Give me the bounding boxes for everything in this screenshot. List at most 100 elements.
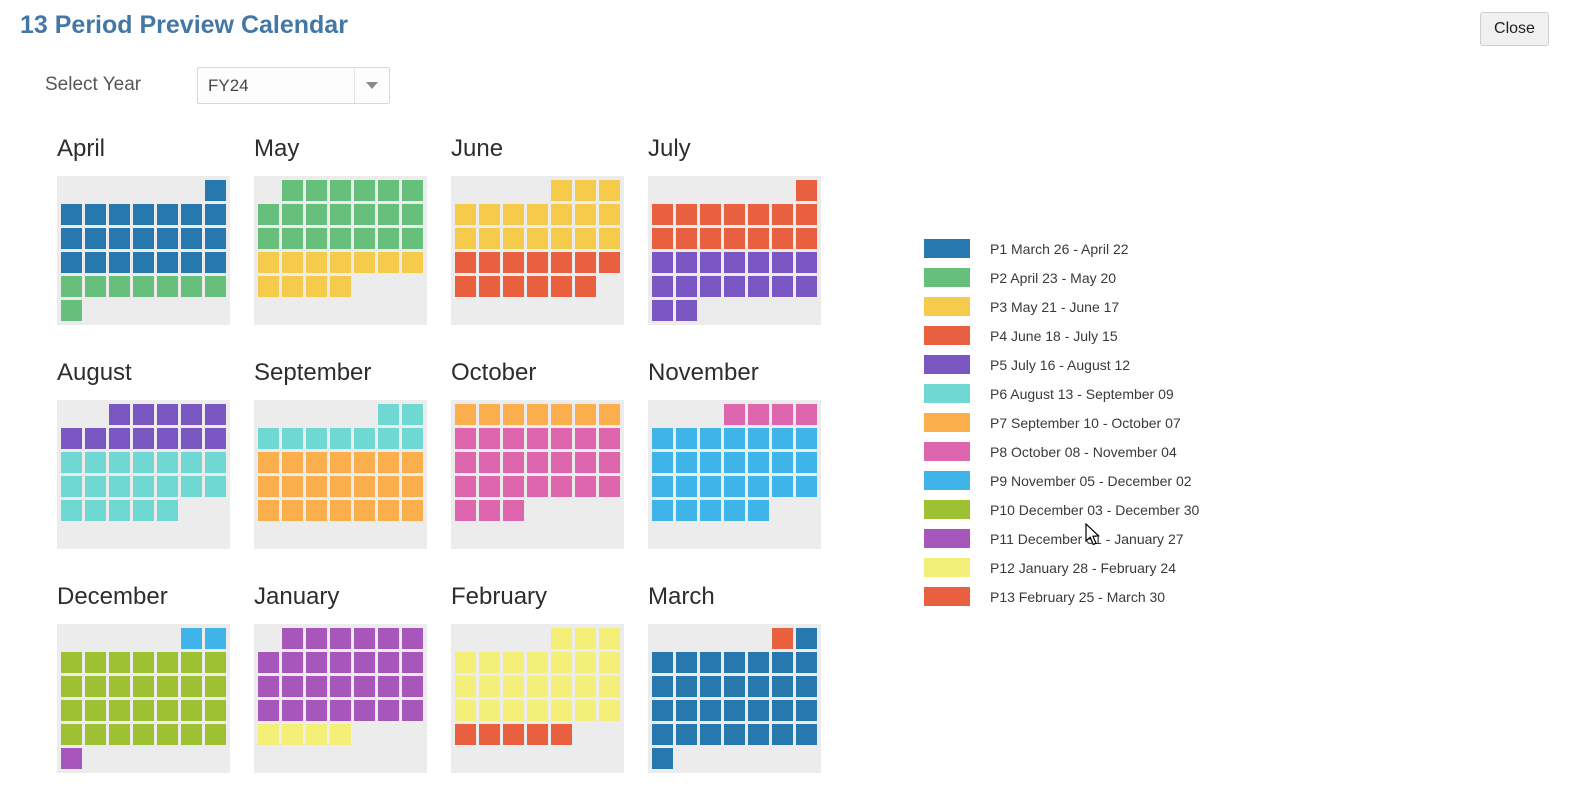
day-cell-p7 (306, 476, 327, 497)
day-cell-empty (157, 300, 178, 321)
day-cell-p5 (652, 252, 673, 273)
legend-swatch (924, 297, 970, 316)
day-cell-p1 (109, 204, 130, 225)
day-cell-p7 (306, 500, 327, 521)
month-april: April (57, 134, 230, 325)
day-cell-p9 (676, 476, 697, 497)
day-cell-empty (258, 300, 279, 321)
day-cell-empty (61, 404, 82, 425)
day-cell-p6 (109, 452, 130, 473)
day-cell-p1 (157, 228, 178, 249)
day-cell-p4 (599, 252, 620, 273)
day-cell-empty (700, 628, 721, 649)
day-cell-p2 (181, 276, 202, 297)
day-cell-empty (306, 404, 327, 425)
day-cell-empty (700, 180, 721, 201)
day-cell-empty (724, 300, 745, 321)
day-cell-p8 (479, 476, 500, 497)
day-cell-p2 (402, 204, 423, 225)
day-cell-p11 (402, 652, 423, 673)
day-cell-empty (378, 748, 399, 769)
day-cell-empty (676, 628, 697, 649)
day-cell-p2 (282, 228, 303, 249)
day-cell-p1 (700, 652, 721, 673)
day-cell-p7 (402, 476, 423, 497)
day-cell-p2 (109, 276, 130, 297)
day-cell-p7 (551, 404, 572, 425)
day-cell-p10 (181, 676, 202, 697)
day-cell-p3 (551, 204, 572, 225)
day-cell-empty (157, 524, 178, 545)
day-cell-empty (109, 524, 130, 545)
day-cell-p7 (575, 404, 596, 425)
legend-label: P2 April 23 - May 20 (990, 269, 1117, 286)
day-cell-p3 (527, 228, 548, 249)
day-cell-p11 (330, 676, 351, 697)
day-cell-p12 (575, 628, 596, 649)
day-cell-p6 (109, 500, 130, 521)
day-cell-empty (652, 180, 673, 201)
day-cell-p6 (258, 428, 279, 449)
day-cell-p8 (455, 428, 476, 449)
year-select-dropdown[interactable]: FY24 (197, 67, 390, 104)
day-cell-empty (354, 524, 375, 545)
day-cell-p12 (599, 652, 620, 673)
day-cell-p7 (378, 500, 399, 521)
day-cell-p12 (479, 676, 500, 697)
day-cell-p1 (796, 676, 817, 697)
select-year-label: Select Year (45, 74, 142, 95)
day-cell-empty (796, 748, 817, 769)
day-cell-p12 (282, 724, 303, 745)
day-cell-p10 (133, 724, 154, 745)
day-cell-p7 (527, 404, 548, 425)
day-cell-empty (676, 524, 697, 545)
month-grid (254, 400, 427, 549)
day-cell-p1 (724, 700, 745, 721)
day-cell-empty (503, 628, 524, 649)
day-cell-p8 (551, 428, 572, 449)
day-cell-p11 (282, 652, 303, 673)
day-cell-p3 (282, 276, 303, 297)
day-cell-p6 (330, 428, 351, 449)
day-cell-p3 (599, 228, 620, 249)
legend-item-p5: P5 July 16 - August 12 (924, 355, 1199, 374)
day-cell-empty (133, 628, 154, 649)
day-cell-empty (205, 524, 226, 545)
day-cell-p1 (85, 252, 106, 273)
day-cell-p6 (85, 452, 106, 473)
day-cell-empty (378, 276, 399, 297)
chevron-down-icon (366, 82, 378, 89)
day-cell-p5 (748, 252, 769, 273)
month-grid (57, 400, 230, 549)
day-cell-p10 (61, 700, 82, 721)
legend-swatch (924, 500, 970, 519)
day-cell-p12 (455, 676, 476, 697)
day-cell-p6 (61, 500, 82, 521)
month-title: June (451, 135, 504, 162)
day-cell-empty (354, 748, 375, 769)
day-cell-p4 (527, 276, 548, 297)
day-cell-p1 (652, 676, 673, 697)
day-cell-p11 (258, 700, 279, 721)
day-cell-p1 (652, 724, 673, 745)
day-cell-p7 (330, 476, 351, 497)
day-cell-p8 (527, 428, 548, 449)
day-cell-p12 (527, 700, 548, 721)
day-cell-empty (700, 404, 721, 425)
day-cell-p3 (306, 252, 327, 273)
dropdown-arrow-button[interactable] (354, 68, 389, 103)
day-cell-empty (85, 300, 106, 321)
day-cell-p7 (282, 500, 303, 521)
legend-swatch (924, 471, 970, 490)
day-cell-p8 (527, 476, 548, 497)
month-grid (648, 400, 821, 549)
close-button[interactable]: Close (1480, 12, 1549, 46)
day-cell-p3 (599, 204, 620, 225)
day-cell-p10 (205, 724, 226, 745)
day-cell-p9 (772, 476, 793, 497)
day-cell-empty (157, 180, 178, 201)
day-cell-p8 (479, 500, 500, 521)
day-cell-p2 (205, 276, 226, 297)
day-cell-empty (378, 300, 399, 321)
day-cell-p11 (402, 676, 423, 697)
